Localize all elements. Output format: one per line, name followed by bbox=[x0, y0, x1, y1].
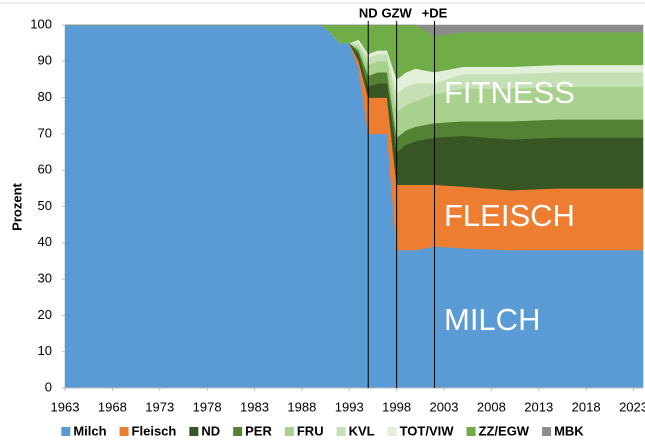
marker-label: GZW bbox=[381, 5, 412, 20]
legend-label: MBK bbox=[554, 423, 584, 438]
area bbox=[65, 24, 644, 37]
legend-swatch bbox=[119, 427, 129, 436]
x-tick-label: 2008 bbox=[477, 399, 506, 414]
y-tick-label: 90 bbox=[38, 53, 52, 68]
legend-label: PER bbox=[245, 423, 272, 438]
x-tick-label: 1968 bbox=[98, 399, 127, 414]
legend-swatch bbox=[542, 427, 552, 436]
marker-label: ND bbox=[359, 5, 378, 20]
x-tick-label: 1993 bbox=[335, 399, 364, 414]
annotation: MILCH bbox=[444, 302, 540, 337]
x-tick-label: 2023 bbox=[619, 399, 645, 414]
y-tick-label: 60 bbox=[38, 162, 52, 177]
y-tick-label: 10 bbox=[38, 343, 52, 358]
x-tick-label: 1983 bbox=[240, 399, 269, 414]
x-tick-label: 1988 bbox=[287, 399, 316, 414]
legend-swatch bbox=[466, 427, 476, 436]
y-tick-label: 40 bbox=[38, 234, 52, 249]
legend-swatch bbox=[61, 427, 71, 436]
y-axis-label: Prozent bbox=[9, 182, 24, 230]
y-tick-label: 70 bbox=[38, 125, 52, 140]
legend: Milch Fleisch ND PER FRU KVL TOT/VIW ZZ/EGW MBK bbox=[61, 423, 584, 438]
legend-swatch bbox=[336, 427, 346, 436]
legend-swatch bbox=[189, 427, 199, 436]
x-tick-label: 1973 bbox=[145, 399, 174, 414]
y-tick-label: 0 bbox=[45, 379, 52, 394]
legend-swatch bbox=[387, 427, 397, 436]
legend-label: TOT/VIW bbox=[400, 423, 455, 438]
legend-swatch bbox=[233, 427, 243, 436]
x-tick-label: 1978 bbox=[193, 399, 222, 414]
x-tick-label: 2013 bbox=[524, 399, 553, 414]
legend-label: ZZ/EGW bbox=[479, 423, 530, 438]
legend-label: Milch bbox=[73, 423, 106, 438]
legend-swatch bbox=[284, 427, 294, 436]
marker-label: +DE bbox=[422, 5, 448, 20]
y-tick-label: 80 bbox=[38, 89, 52, 104]
x-tick-label: 2018 bbox=[572, 399, 601, 414]
annotation: FLEISCH bbox=[444, 198, 575, 233]
y-tick-label: 100 bbox=[30, 16, 52, 31]
y-tick-label: 50 bbox=[38, 198, 52, 213]
annotation: FITNESS bbox=[444, 75, 575, 110]
legend-label: FRU bbox=[297, 423, 324, 438]
legend-label: Fleisch bbox=[132, 423, 177, 438]
x-tick-label: 1998 bbox=[382, 399, 411, 414]
x-tick-label: 2003 bbox=[430, 399, 459, 414]
x-tick-label: 1963 bbox=[51, 399, 80, 414]
legend-label: KVL bbox=[349, 423, 375, 438]
legend-label: ND bbox=[201, 423, 220, 438]
y-tick-label: 30 bbox=[38, 271, 52, 286]
y-tick-label: 20 bbox=[38, 307, 52, 322]
